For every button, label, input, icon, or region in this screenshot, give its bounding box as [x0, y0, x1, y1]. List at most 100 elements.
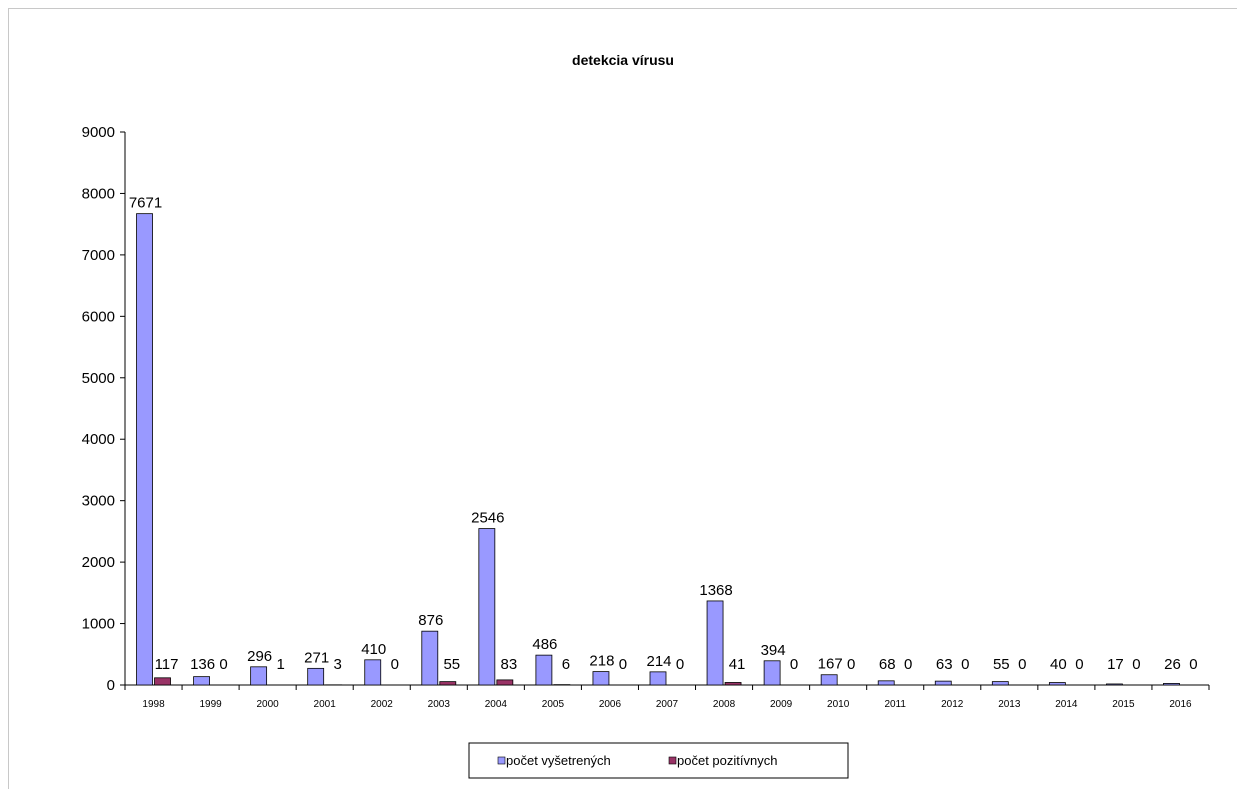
x-tick-label: 1999 — [199, 699, 222, 710]
bar-examined — [536, 655, 552, 685]
x-tick-label: 2008 — [713, 699, 736, 710]
data-label-positive: 41 — [729, 656, 746, 673]
data-label-examined: 486 — [532, 636, 557, 653]
legend-label-positive: počet pozitívnych — [677, 753, 777, 768]
data-label-examined: 40 — [1050, 656, 1067, 673]
bar-examined — [479, 529, 495, 685]
y-tick-label: 8000 — [82, 185, 115, 202]
data-label-positive: 0 — [219, 656, 227, 673]
bar-examined — [137, 214, 153, 685]
data-label-examined: 2546 — [471, 510, 504, 527]
x-tick-label: 2004 — [485, 699, 508, 710]
y-tick-label: 0 — [107, 677, 115, 694]
bar-examined — [707, 601, 723, 685]
data-label-examined: 394 — [761, 642, 786, 659]
data-label-examined: 68 — [879, 656, 896, 673]
bar-examined — [365, 660, 381, 685]
x-tick-label: 2007 — [656, 699, 679, 710]
y-tick-label: 1000 — [82, 616, 115, 633]
x-tick-label: 2011 — [884, 699, 906, 710]
bar-positive — [725, 682, 741, 685]
data-label-examined: 876 — [418, 612, 443, 629]
legend-swatch-examined — [498, 757, 505, 764]
x-tick-label: 2014 — [1055, 699, 1078, 710]
data-label-positive: 0 — [904, 656, 912, 673]
legend-label-examined: počet vyšetrených — [506, 753, 611, 768]
data-label-positive: 83 — [500, 656, 517, 673]
data-label-examined: 296 — [247, 648, 272, 665]
data-label-examined: 271 — [304, 649, 329, 666]
data-label-positive: 0 — [1189, 656, 1197, 673]
data-label-positive: 0 — [1018, 656, 1026, 673]
bars — [137, 214, 1180, 685]
x-tick-label: 2010 — [827, 699, 850, 710]
x-tick-label: 2000 — [257, 699, 280, 710]
x-tick-label: 1998 — [142, 699, 165, 710]
data-label-positive: 0 — [1075, 656, 1083, 673]
data-label-examined: 136 — [190, 656, 215, 673]
bar-examined — [878, 681, 894, 685]
data-label-examined: 167 — [818, 656, 843, 673]
data-label-positive: 3 — [334, 656, 342, 673]
legend: počet vyšetrených počet pozitívnych — [469, 743, 848, 778]
bar-examined — [650, 672, 666, 685]
data-label-examined: 214 — [646, 653, 671, 670]
data-label-examined: 17 — [1107, 656, 1124, 673]
x-axis: 1998 1999 2000 2001 2002 2003 2004 2005 2006 2007… — [125, 685, 1209, 710]
data-label-examined: 63 — [936, 656, 953, 673]
x-tick-label: 2003 — [428, 699, 451, 710]
data-label-positive: 6 — [562, 656, 570, 673]
x-tick-label: 2002 — [371, 699, 394, 710]
x-tick-label: 2005 — [542, 699, 565, 710]
data-label-positive: 0 — [961, 656, 969, 673]
data-label-positive: 0 — [847, 656, 855, 673]
bar-examined — [1163, 683, 1179, 685]
y-tick-label: 5000 — [82, 370, 115, 387]
y-tick-label: 3000 — [82, 493, 115, 510]
bar-examined — [821, 675, 837, 685]
data-label-positive: 0 — [619, 656, 627, 673]
data-label-examined: 55 — [993, 656, 1010, 673]
bar-examined — [251, 667, 267, 685]
data-label-positive: 117 — [155, 656, 179, 673]
y-tick-label: 9000 — [82, 124, 115, 141]
bar-examined — [422, 631, 438, 685]
bar-examined — [764, 661, 780, 685]
x-tick-label: 2013 — [998, 699, 1021, 710]
bar-examined — [935, 681, 951, 685]
data-label-positive: 55 — [443, 656, 460, 673]
data-label-examined: 1368 — [699, 582, 732, 599]
x-tick-label: 2001 — [314, 699, 337, 710]
bar-positive — [440, 682, 456, 685]
legend-swatch-positive — [669, 757, 676, 764]
x-tick-label: 2016 — [1169, 699, 1192, 710]
data-label-examined: 26 — [1164, 656, 1181, 673]
bar-examined — [1049, 683, 1065, 685]
bar-positive — [155, 678, 171, 685]
x-tick-label: 2015 — [1112, 699, 1135, 710]
bar-examined — [308, 668, 324, 685]
data-label-examined: 7671 — [129, 195, 162, 212]
x-tick-label: 2009 — [770, 699, 793, 710]
bar-examined — [194, 677, 210, 685]
bar-examined — [992, 682, 1008, 685]
x-tick-label: 2006 — [599, 699, 622, 710]
x-tick-label: 2012 — [941, 699, 964, 710]
data-label-positive: 0 — [676, 656, 684, 673]
data-label-positive: 1 — [276, 656, 284, 673]
bar-chart: detekcia vírusu 010002000300040005000600… — [9, 9, 1237, 790]
data-label-examined: 218 — [589, 653, 614, 670]
y-tick-label: 2000 — [82, 554, 115, 571]
data-label-positive: 0 — [1132, 656, 1140, 673]
bar-examined — [593, 672, 609, 685]
data-label-examined: 410 — [361, 641, 386, 658]
y-tick-label: 7000 — [82, 247, 115, 264]
data-label-positive: 0 — [790, 656, 798, 673]
bar-examined — [1106, 684, 1122, 685]
chart-title: detekcia vírusu — [572, 52, 674, 68]
data-label-positive: 0 — [391, 656, 399, 673]
y-tick-label: 6000 — [82, 308, 115, 325]
